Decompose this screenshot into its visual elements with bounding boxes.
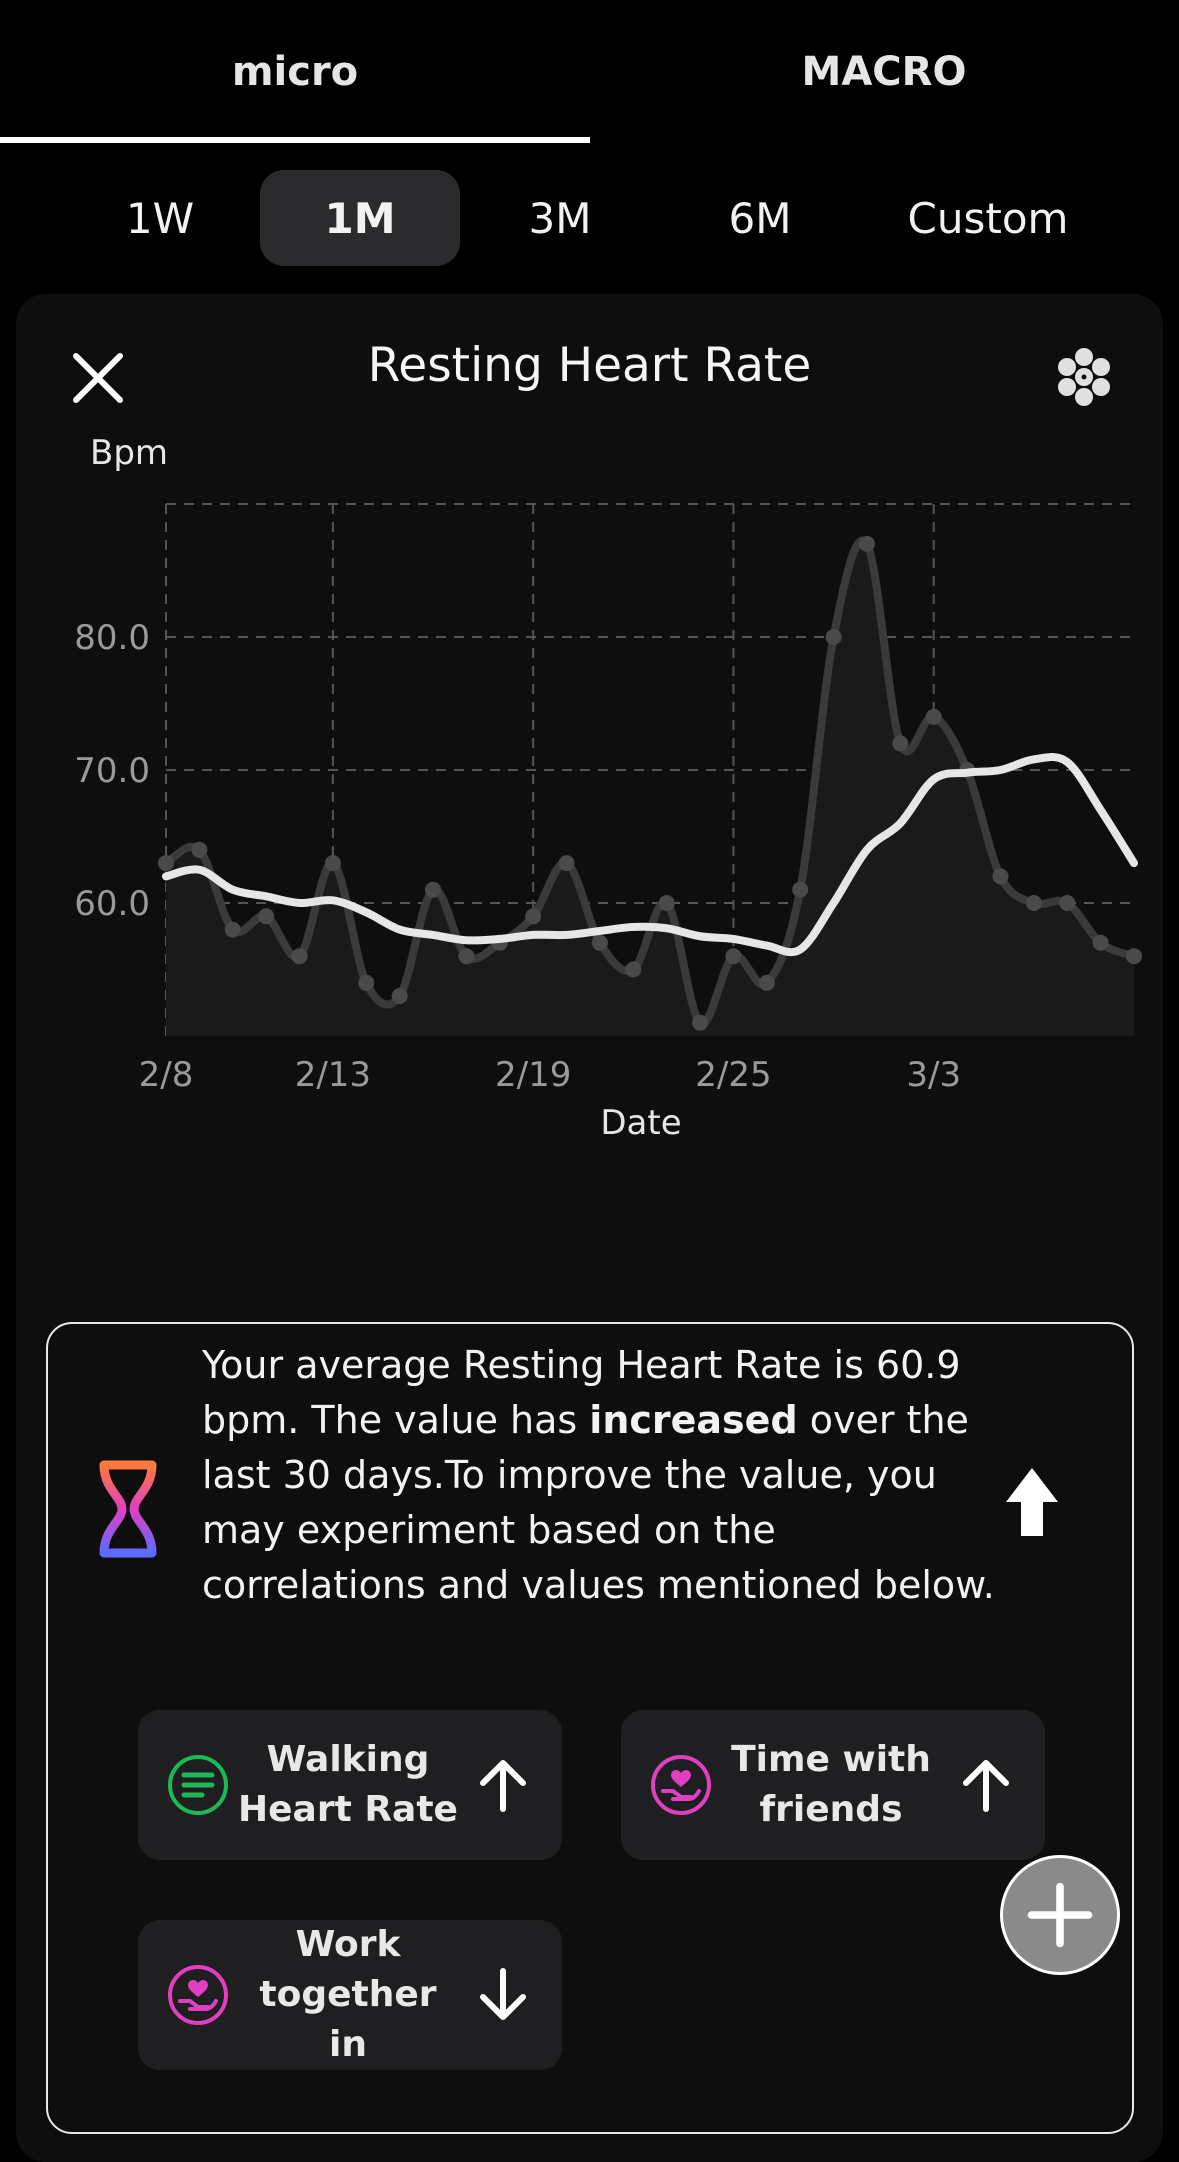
y-tick-label: 80.0 [74, 618, 150, 658]
x-tick-label: 2/8 [139, 1055, 194, 1095]
data-point [858, 535, 875, 552]
x-axis-label: Date [600, 1103, 681, 1143]
insight-text: Your average Resting Heart Rate is 60.9 … [202, 1343, 995, 1607]
tab-micro[interactable]: micro [231, 49, 359, 95]
data-point [591, 934, 608, 951]
heart-hand-icon [651, 1755, 711, 1815]
y-axis-label: Bpm [90, 433, 168, 473]
data-point [1126, 948, 1142, 965]
correlation-chip-time-with-friends[interactable]: Time with friends [621, 1710, 1045, 1860]
data-point [458, 948, 475, 965]
arrow-up-icon [963, 1760, 1009, 1812]
data-point [358, 974, 375, 991]
data-point [324, 855, 341, 872]
chip-label: Time with friends [731, 1739, 931, 1830]
heart-rate-chart: Bpm 60.0 70.0 80.0 2/8 2/13 2/19 2/25 3/3 Date [74, 433, 1142, 1143]
data-point [1025, 895, 1042, 911]
active-tab-indicator [0, 137, 590, 143]
y-tick-label: 70.0 [74, 751, 150, 791]
data-point [625, 961, 642, 978]
add-button[interactable] [1000, 1855, 1120, 1975]
data-point [1059, 895, 1076, 911]
insight-box: Your average Resting Heart Rate is 60.9 … [46, 1322, 1134, 2134]
arrow-up-icon [480, 1760, 526, 1812]
metric-card: Resting Heart Rate Bpm 60.0 70.0 80.0 2/8 2… [16, 294, 1163, 2162]
range-selector: 1W 1M 3M 6M Custom [0, 170, 1179, 268]
hourglass-icon [99, 1460, 157, 1558]
correlation-chip-work-together-in[interactable]: Work together in [138, 1920, 562, 2070]
top-tabs: micro MACRO [0, 0, 1179, 144]
data-point [658, 895, 675, 911]
data-point [291, 948, 308, 965]
chart-title: Resting Heart Rate [367, 338, 812, 393]
range-1w-button[interactable]: 1W [125, 193, 195, 243]
data-point [758, 974, 775, 991]
data-point [692, 1014, 709, 1031]
data-point [391, 988, 408, 1005]
x-axis-ticks: 2/8 2/13 2/19 2/25 3/3 [139, 1055, 961, 1095]
heart-hand-icon [168, 1965, 228, 2025]
range-1m-button[interactable]: 1M [260, 170, 460, 266]
x-tick-label: 2/25 [695, 1055, 771, 1095]
hexagon-cluster-icon[interactable] [1051, 344, 1117, 410]
correlation-chip-walking-heart-rate[interactable]: Walking Heart Rate [138, 1710, 562, 1860]
range-3m-button[interactable]: 3M [528, 193, 592, 243]
x-tick-label: 3/3 [906, 1055, 961, 1095]
data-point [725, 948, 742, 965]
arrow-up-icon [1006, 1468, 1058, 1536]
arrow-down-icon [480, 1968, 526, 2020]
tab-macro[interactable]: MACRO [801, 49, 967, 95]
lines-circle-icon [168, 1755, 228, 1815]
chart-area: Bpm 60.0 70.0 80.0 2/8 2/13 2/19 2/25 3/3 Date [16, 414, 1163, 1194]
data-point [525, 908, 542, 925]
chip-label: Walking Heart Rate [238, 1739, 458, 1830]
range-custom-button[interactable]: Custom [907, 193, 1069, 243]
range-6m-button[interactable]: 6M [728, 193, 792, 243]
data-point [892, 735, 909, 752]
data-point [558, 855, 575, 872]
data-point [992, 868, 1009, 885]
daily-series-points [158, 535, 1142, 1031]
y-tick-label: 60.0 [74, 884, 150, 924]
daily-series-area [166, 540, 1134, 1036]
data-point [158, 855, 174, 872]
chip-label: Work together in [259, 1924, 437, 2065]
data-point [825, 629, 842, 645]
data-point [925, 708, 942, 725]
data-point [1092, 934, 1109, 951]
insight-emphasis: increased [589, 1398, 798, 1442]
card-header: Resting Heart Rate [16, 294, 1163, 454]
data-point [224, 921, 241, 938]
data-point [792, 881, 809, 898]
data-point [258, 908, 275, 925]
x-tick-label: 2/19 [495, 1055, 571, 1095]
y-axis-ticks: 60.0 70.0 80.0 [74, 618, 150, 924]
trend-series-line [162, 753, 1138, 957]
data-point [191, 841, 208, 858]
x-tick-label: 2/13 [295, 1055, 371, 1095]
close-icon[interactable] [68, 348, 128, 408]
data-point [425, 881, 442, 898]
